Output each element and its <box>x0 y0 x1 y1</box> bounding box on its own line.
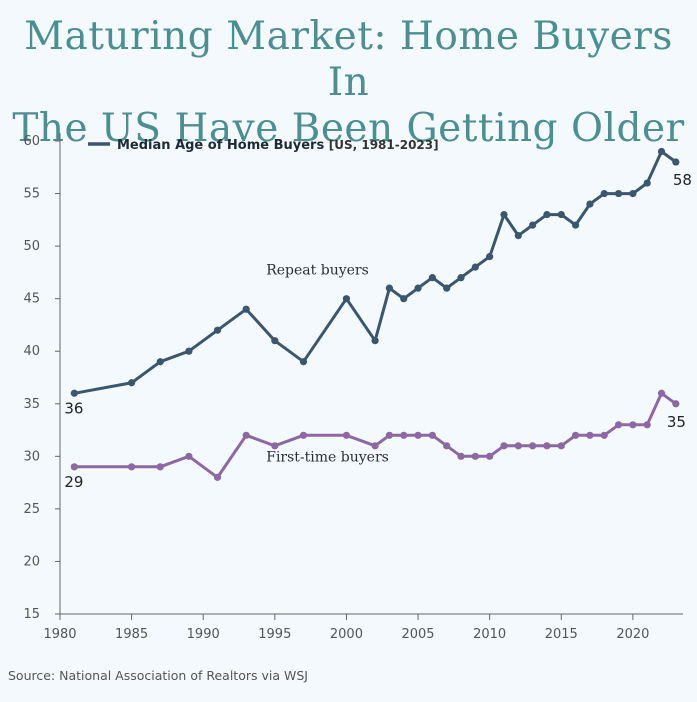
data-point-repeat <box>500 210 508 219</box>
data-point-repeat <box>643 179 651 187</box>
data-point-repeat <box>614 189 623 198</box>
data-point-first <box>414 431 422 439</box>
repeat-start-label: 36 <box>64 399 83 417</box>
data-point-repeat <box>428 274 436 282</box>
data-point-repeat <box>70 389 78 397</box>
data-point-repeat <box>443 284 451 292</box>
chart-title: Maturing Market: Home Buyers In The US H… <box>0 14 697 152</box>
y-tick-label: 35 <box>23 397 40 412</box>
data-point-repeat <box>557 210 565 219</box>
annotation-first-time-buyers: First-time buyers <box>266 450 389 466</box>
legend-sublabel: [US, 1981-2023] <box>329 138 439 152</box>
data-point-repeat <box>471 263 479 271</box>
data-point-first <box>299 431 308 439</box>
y-tick-label: 20 <box>23 554 40 569</box>
data-point-first <box>571 431 580 439</box>
data-point-first <box>643 421 651 429</box>
data-point-first <box>657 389 666 397</box>
repeat-end-label: 58 <box>673 171 692 189</box>
data-point-first <box>400 431 408 439</box>
data-point-first <box>371 442 379 450</box>
data-point-first <box>443 442 451 450</box>
x-tick-label: 2020 <box>616 627 649 642</box>
data-point-repeat <box>299 358 308 366</box>
data-point-repeat <box>156 358 164 366</box>
x-tick-label: 1985 <box>115 627 148 642</box>
line-chart: 15 20 25 30 35 40 45 50 55 60 1980 1985 1990 1995 2000… <box>23 133 692 642</box>
data-point-repeat <box>600 189 608 198</box>
y-tick-label: 50 <box>23 239 40 254</box>
data-point-first <box>586 431 594 439</box>
series-line-repeat <box>74 150 677 395</box>
data-point-first <box>543 442 551 450</box>
y-tick-label: 45 <box>23 292 40 307</box>
y-tick-label: 25 <box>23 502 40 517</box>
data-point-repeat <box>629 189 637 198</box>
data-point-first <box>271 442 279 450</box>
x-tick-label: 2010 <box>473 627 506 642</box>
data-point-repeat <box>543 210 551 219</box>
y-tick-label: 40 <box>23 344 40 359</box>
title-line-1: Maturing Market: Home Buyers In <box>24 14 673 105</box>
data-point-repeat <box>213 326 222 334</box>
data-point-repeat <box>271 337 279 345</box>
data-point-first <box>471 452 479 460</box>
data-point-repeat <box>128 379 136 387</box>
data-point-repeat <box>514 232 522 240</box>
x-tick-label: 2015 <box>545 627 578 642</box>
data-point-first <box>457 452 465 460</box>
data-point-repeat <box>586 200 594 208</box>
data-point-first <box>514 442 522 450</box>
data-point-first <box>614 421 623 429</box>
data-point-repeat <box>185 347 193 355</box>
x-tick-label: 1980 <box>43 627 76 642</box>
data-point-first <box>486 452 494 460</box>
data-point-first <box>385 431 394 439</box>
data-point-repeat <box>371 337 379 345</box>
annotation-repeat-buyers: Repeat buyers <box>266 262 369 278</box>
data-point-repeat <box>657 147 666 156</box>
data-point-repeat <box>400 295 408 303</box>
first-start-label: 29 <box>64 473 83 491</box>
data-point-first <box>70 463 78 471</box>
data-point-repeat <box>529 221 537 229</box>
data-point-first <box>557 442 565 450</box>
y-tick-label: 55 <box>23 187 40 202</box>
y-tick-label: 60 <box>23 134 40 149</box>
source-note: Source: National Association of Realtors… <box>8 668 308 683</box>
y-tick-label: 15 <box>23 607 40 622</box>
data-point-first <box>156 463 164 471</box>
data-point-repeat <box>571 221 580 229</box>
data-point-repeat <box>414 284 422 292</box>
data-point-repeat <box>457 274 465 282</box>
x-tick-label: 1990 <box>187 627 220 642</box>
data-point-repeat <box>385 284 394 292</box>
data-point-first <box>600 431 608 439</box>
data-point-first <box>342 431 351 439</box>
data-point-first <box>128 463 136 471</box>
data-point-first <box>629 421 637 429</box>
first-end-label: 35 <box>667 413 686 431</box>
data-point-repeat <box>342 295 351 303</box>
data-point-first <box>185 452 193 460</box>
x-tick-label: 2000 <box>330 627 363 642</box>
data-point-first <box>672 400 680 408</box>
data-point-repeat <box>486 253 494 261</box>
data-point-first <box>500 442 508 450</box>
legend-label: Median Age of Home Buyers [US, 1981-2023… <box>117 138 439 153</box>
x-tick-label: 1995 <box>258 627 291 642</box>
data-point-first <box>213 473 222 481</box>
data-point-repeat <box>242 305 250 313</box>
data-point-first <box>242 431 250 439</box>
data-point-first <box>428 431 436 439</box>
title-line-2: The US Have Been Getting Older <box>12 106 685 151</box>
x-tick-label: 2005 <box>401 627 434 642</box>
data-point-first <box>529 442 537 450</box>
y-tick-label: 30 <box>23 449 40 464</box>
data-point-repeat <box>672 158 680 166</box>
